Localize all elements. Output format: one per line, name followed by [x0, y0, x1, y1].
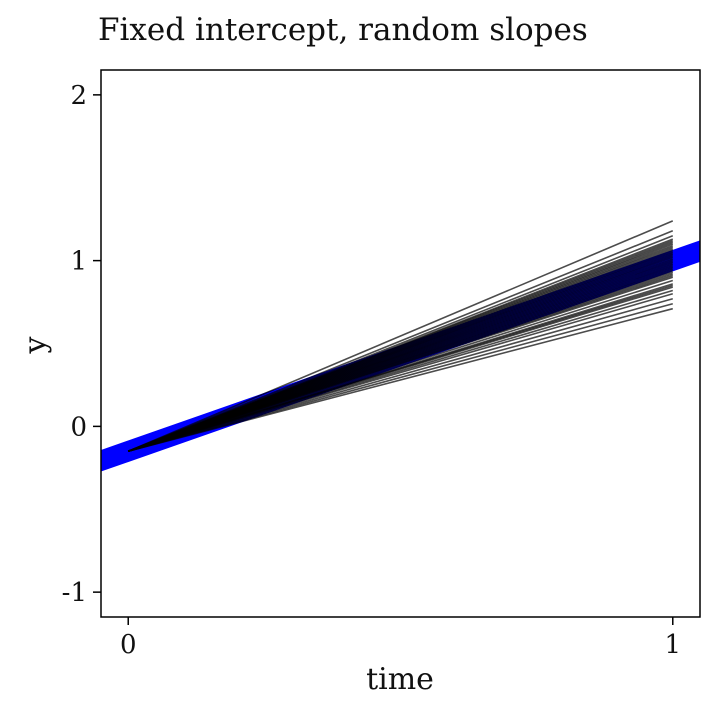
plot-lines [101, 220, 700, 472]
y-tick-label: 1 [70, 247, 87, 277]
y-tick-label: 2 [70, 81, 87, 111]
x-axis-label: time [366, 662, 434, 697]
chart-title: Fixed intercept, random slopes [98, 12, 588, 48]
x-tick-label: 1 [664, 630, 681, 660]
random-slope-line [128, 302, 673, 453]
random-slope-line [127, 220, 674, 452]
plot-frame [100, 69, 701, 618]
y-axis-label: y [18, 336, 53, 354]
random-slope-line [128, 307, 673, 453]
x-tick-label: 0 [120, 630, 137, 660]
y-tick-label: 0 [70, 412, 87, 442]
y-tick-label: -1 [62, 578, 87, 608]
